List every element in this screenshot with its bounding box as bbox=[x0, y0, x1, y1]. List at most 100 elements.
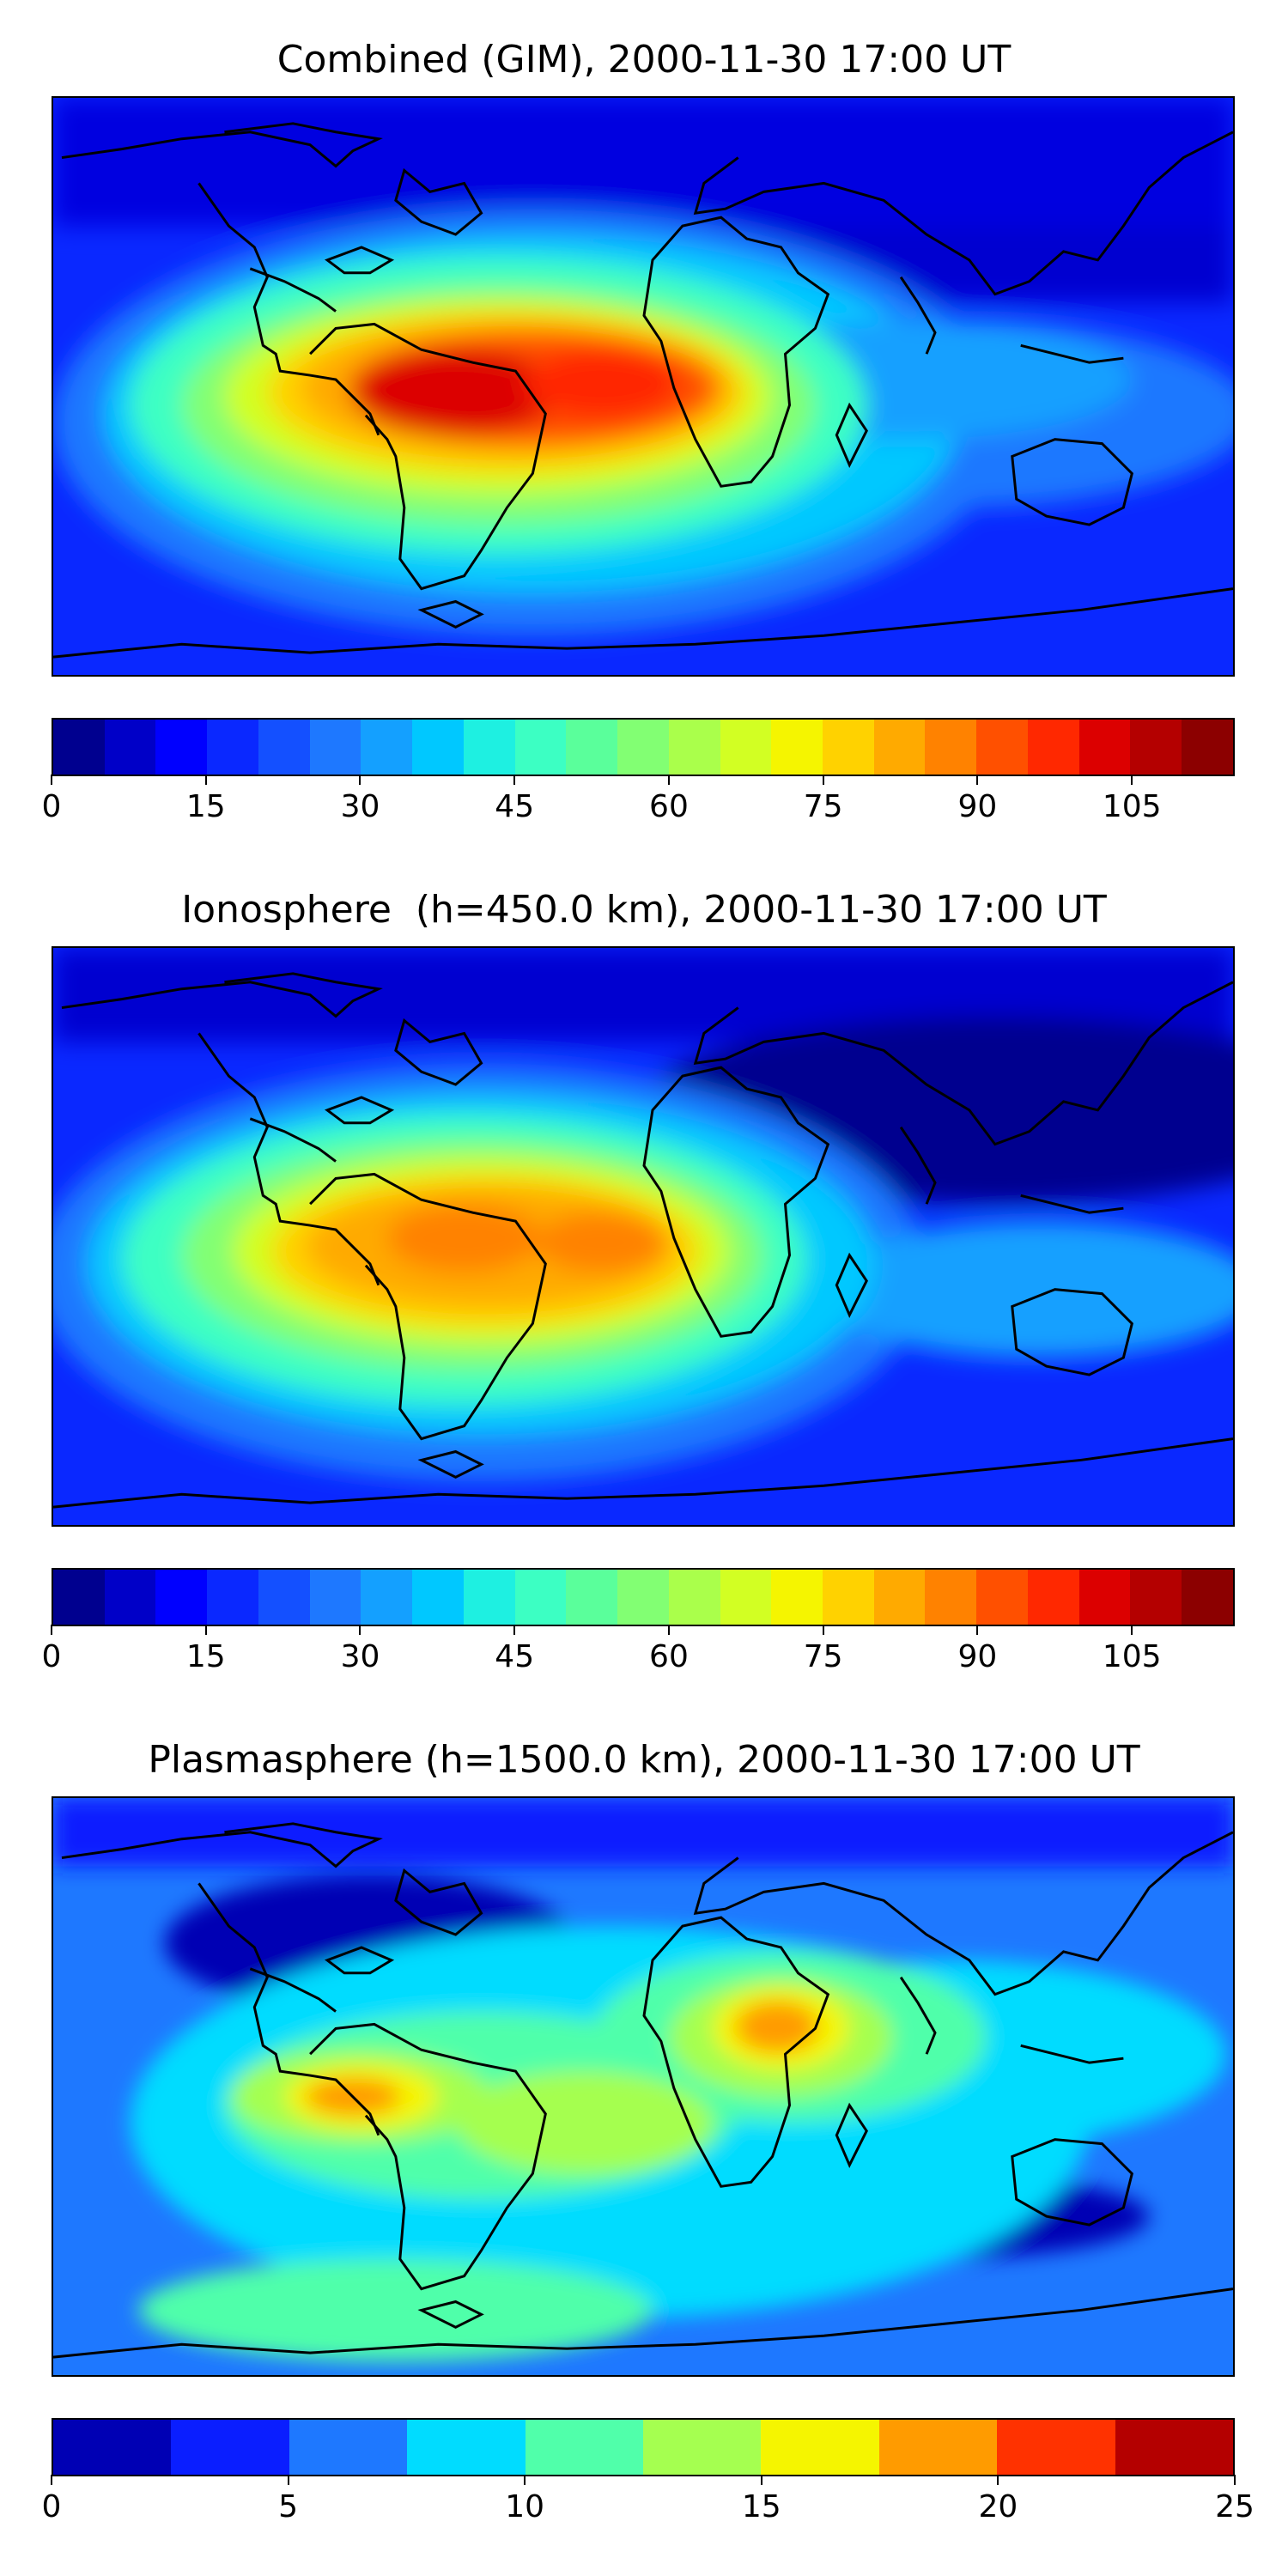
colorbar-segment bbox=[771, 1570, 823, 1625]
colorbar-tick-label: 0 bbox=[41, 1639, 62, 1674]
colorbar-segment bbox=[412, 1570, 464, 1625]
colorbar-tick bbox=[1131, 775, 1133, 785]
colorbar-tick bbox=[51, 2475, 52, 2485]
colorbar-segment bbox=[1115, 2420, 1234, 2475]
colorbar-segment bbox=[1027, 720, 1079, 775]
colorbar-ionosphere bbox=[52, 1568, 1235, 1626]
colorbar-tick-label: 105 bbox=[1102, 1639, 1162, 1674]
colorbar-tick bbox=[51, 775, 52, 785]
colorbar-tick-label: 5 bbox=[278, 2489, 299, 2524]
colorbar-segment bbox=[514, 1570, 567, 1625]
colorbar-segment bbox=[463, 720, 515, 775]
colorbar-segment bbox=[258, 720, 310, 775]
colorbar-tick bbox=[667, 775, 670, 785]
colorbar-segment bbox=[617, 1570, 669, 1625]
colorbar-tick bbox=[822, 1625, 824, 1635]
map-combined-field bbox=[53, 98, 1233, 675]
colorbar-tick-label: 90 bbox=[957, 1639, 998, 1674]
colorbar-segment bbox=[566, 720, 618, 775]
colorbar-segment bbox=[289, 2420, 408, 2475]
colorbar-segment bbox=[566, 1570, 618, 1625]
colorbar-tick-label: 20 bbox=[978, 2489, 1018, 2524]
colorbar-tick-label: 10 bbox=[505, 2489, 545, 2524]
colorbar-tick bbox=[359, 1625, 361, 1635]
colorbar-tick-label: 15 bbox=[741, 2489, 781, 2524]
colorbar-segment bbox=[258, 1570, 310, 1625]
colorbar-tick-label: 75 bbox=[803, 1639, 843, 1674]
colorbar-tick-label: 30 bbox=[340, 789, 380, 824]
colorbar-segment bbox=[1182, 1570, 1233, 1625]
colorbar-tick bbox=[513, 775, 516, 785]
colorbar-segment bbox=[407, 2420, 526, 2475]
panel-3-title: Plasmasphere (h=1500.0 km), 2000-11-30 1… bbox=[148, 1738, 1140, 1782]
colorbar-tick bbox=[51, 1625, 52, 1635]
colorbar-segment bbox=[53, 720, 105, 775]
colorbar-segment bbox=[514, 720, 567, 775]
colorbar-segment bbox=[873, 1570, 926, 1625]
colorbar-segment bbox=[1078, 1570, 1131, 1625]
colorbar-tick bbox=[1131, 1625, 1133, 1635]
colorbar-tick-label: 45 bbox=[495, 1639, 535, 1674]
colorbar-tick bbox=[359, 775, 361, 785]
colorbar-segment bbox=[1027, 1570, 1079, 1625]
colorbar-segment bbox=[361, 720, 413, 775]
colorbar-segment bbox=[823, 720, 874, 775]
colorbar-segment bbox=[155, 1570, 208, 1625]
panel-1-title: Combined (GIM), 2000-11-30 17:00 UT bbox=[276, 38, 1012, 82]
colorbar-tick-label: 0 bbox=[41, 789, 62, 824]
colorbar-tick bbox=[204, 775, 207, 785]
colorbar-tick bbox=[1234, 2475, 1236, 2485]
colorbar-segment bbox=[925, 720, 977, 775]
colorbar-segment bbox=[617, 720, 669, 775]
colorbar-segment bbox=[309, 1570, 361, 1625]
colorbar-tick bbox=[822, 775, 824, 785]
colorbar-tick-label: 25 bbox=[1215, 2489, 1255, 2524]
colorbar-combined bbox=[52, 718, 1235, 776]
colorbar-segment bbox=[463, 1570, 515, 1625]
colorbar-tick-label: 105 bbox=[1102, 789, 1162, 824]
colorbar-segment bbox=[53, 1570, 105, 1625]
colorbar-segment bbox=[1130, 720, 1182, 775]
colorbar-segment bbox=[878, 2420, 998, 2475]
colorbar-segment bbox=[720, 1570, 772, 1625]
colorbar-tick bbox=[760, 2475, 762, 2485]
colorbar-segment bbox=[771, 720, 823, 775]
colorbar-tick bbox=[204, 1625, 207, 1635]
colorbar-segment bbox=[720, 720, 772, 775]
colorbar-segment bbox=[207, 1570, 258, 1625]
colorbar-tick bbox=[287, 2475, 289, 2485]
panel-2-title: Ionosphere (h=450.0 km), 2000-11-30 17:0… bbox=[181, 888, 1107, 932]
colorbar-segment bbox=[53, 2420, 172, 2475]
colorbar-segment bbox=[104, 720, 156, 775]
colorbar-tick bbox=[667, 1625, 670, 1635]
map-combined-gim bbox=[52, 96, 1235, 677]
colorbar-tick-label: 90 bbox=[957, 789, 998, 824]
colorbar-tick bbox=[524, 2475, 526, 2485]
coastlines bbox=[53, 122, 1233, 659]
colorbar-tick bbox=[997, 2475, 999, 2485]
colorbar-segment bbox=[525, 2420, 644, 2475]
colorbar-segment bbox=[361, 1570, 413, 1625]
colorbar-segment bbox=[1130, 1570, 1182, 1625]
coastlines bbox=[53, 972, 1233, 1509]
colorbar-tick-label: 0 bbox=[41, 2489, 62, 2524]
colorbar-tick bbox=[976, 775, 979, 785]
colorbar-segment bbox=[976, 1570, 1028, 1625]
colorbar-tick-label: 15 bbox=[185, 1639, 226, 1674]
colorbar-segment bbox=[873, 720, 926, 775]
colorbar-segment bbox=[171, 2420, 289, 2475]
colorbar-segment bbox=[309, 720, 361, 775]
colorbar-segment bbox=[976, 720, 1028, 775]
map-ionosphere bbox=[52, 946, 1235, 1527]
colorbar-tick-label: 60 bbox=[649, 1639, 689, 1674]
colorbar-segment bbox=[668, 1570, 720, 1625]
map-plasmasphere bbox=[52, 1796, 1235, 2377]
colorbar-segment bbox=[643, 2420, 762, 2475]
colorbar-tick-label: 75 bbox=[803, 789, 843, 824]
colorbar-segment bbox=[155, 720, 208, 775]
colorbar-segment bbox=[412, 720, 464, 775]
colorbar-plasmasphere bbox=[52, 2418, 1235, 2476]
colorbar-segment bbox=[1078, 720, 1131, 775]
colorbar-tick-label: 15 bbox=[185, 789, 226, 824]
colorbar-tick-label: 30 bbox=[340, 1639, 380, 1674]
